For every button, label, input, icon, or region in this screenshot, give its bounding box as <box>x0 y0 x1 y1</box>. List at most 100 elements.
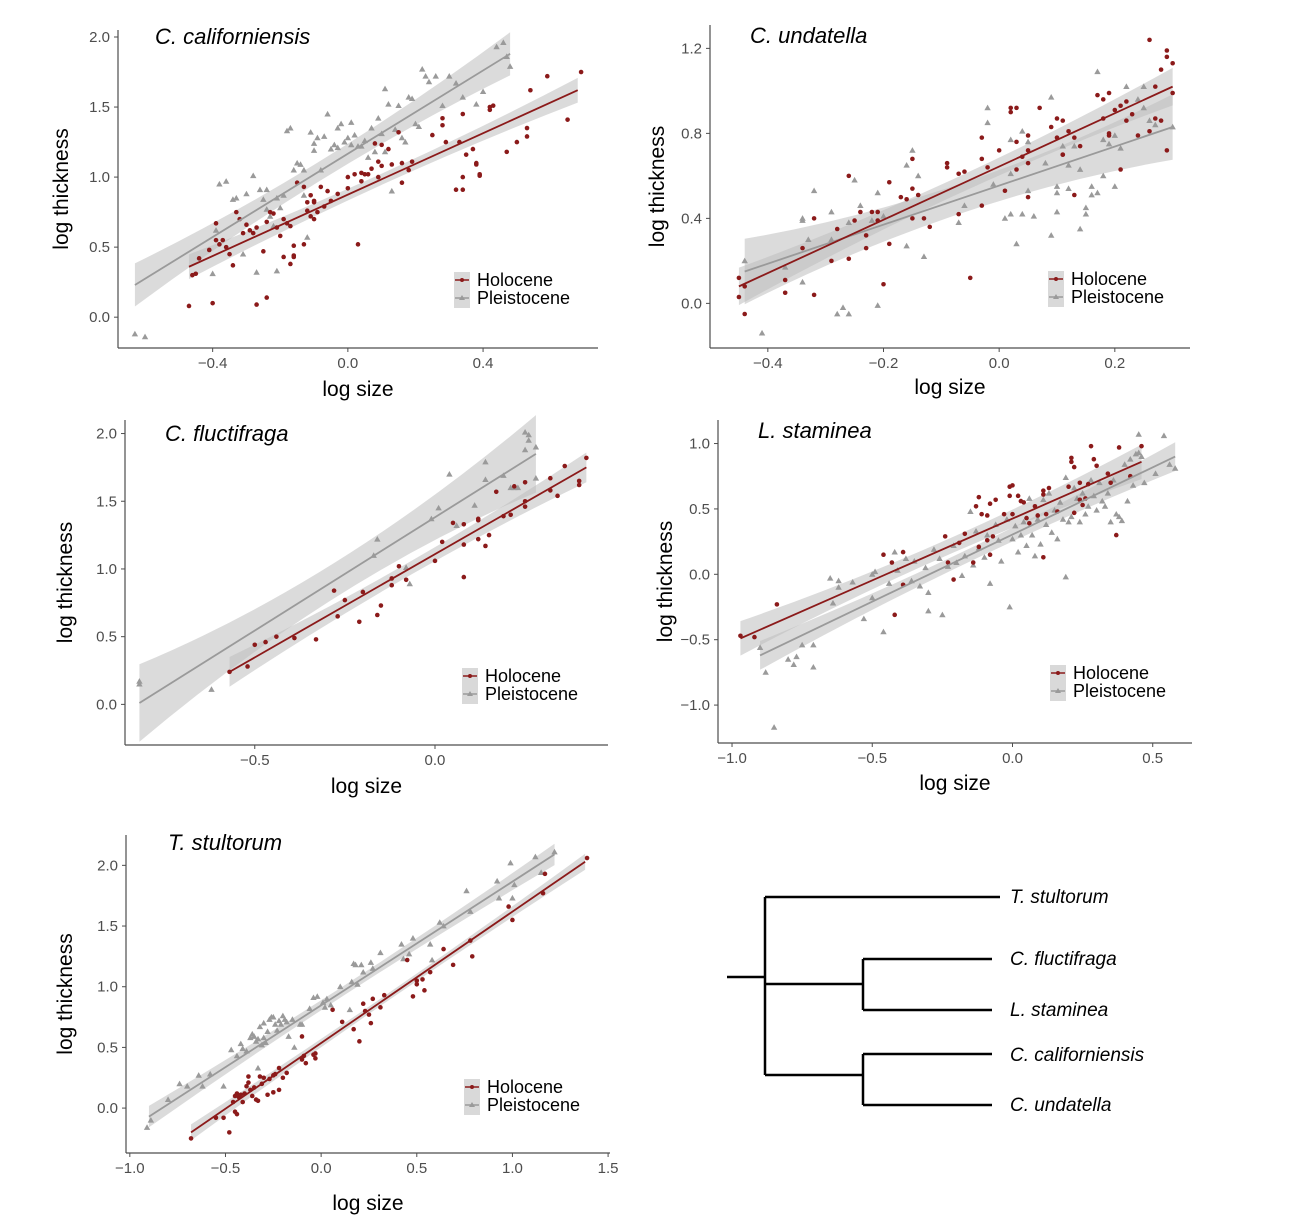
legend-label-pleistocene: Pleistocene <box>1071 287 1164 307</box>
fit-line-holocene <box>740 461 1142 640</box>
data-point-holocene <box>252 642 258 648</box>
data-point-holocene <box>1072 192 1077 198</box>
data-point-holocene <box>942 534 948 539</box>
data-point-holocene <box>403 577 409 583</box>
y-tick-label: 0.0 <box>89 309 110 326</box>
data-point-holocene <box>288 223 293 229</box>
data-point-holocene <box>257 1074 263 1079</box>
data-point-pleistocene <box>395 102 402 109</box>
data-point-holocene <box>345 185 351 191</box>
data-point-pleistocene <box>1129 482 1137 488</box>
data-point-pleistocene <box>1001 215 1009 221</box>
data-point-holocene <box>910 186 915 191</box>
data-point-holocene <box>528 87 533 93</box>
data-point-holocene <box>548 475 553 481</box>
data-point-holocene <box>450 962 456 968</box>
data-point-holocene <box>261 249 266 254</box>
y-tick-label: 0.8 <box>681 125 702 142</box>
data-point-pleistocene <box>781 264 789 270</box>
data-point-pleistocene <box>367 959 375 965</box>
data-point-pleistocene <box>334 144 341 151</box>
data-point-pleistocene <box>1141 479 1148 486</box>
data-point-holocene <box>291 254 297 260</box>
data-point-holocene <box>284 1070 289 1076</box>
data-point-pleistocene <box>1071 142 1078 149</box>
data-point-holocene <box>1008 105 1014 111</box>
data-point-pleistocene <box>1068 513 1075 520</box>
data-point-pleistocene <box>903 162 910 168</box>
data-point-pleistocene <box>453 522 460 529</box>
data-point-pleistocene <box>495 894 503 901</box>
data-point-pleistocene <box>402 564 410 571</box>
fit-line-pleistocene <box>744 126 1173 273</box>
data-point-pleistocene <box>1166 461 1173 467</box>
data-point-pleistocene <box>914 172 922 179</box>
data-point-pleistocene <box>239 250 247 257</box>
data-point-holocene <box>514 139 520 145</box>
data-point-pleistocene <box>331 141 338 148</box>
data-point-pleistocene <box>869 594 876 601</box>
data-point-pleistocene <box>1071 484 1078 491</box>
data-point-pleistocene <box>1082 204 1090 211</box>
data-point-pleistocene <box>425 78 433 85</box>
data-point-holocene <box>450 520 456 526</box>
data-point-pleistocene <box>1059 142 1066 149</box>
data-point-holocene <box>221 1115 226 1121</box>
data-point-pleistocene <box>1040 496 1047 503</box>
data-point-pleistocene <box>1135 431 1142 437</box>
data-point-pleistocene <box>409 934 417 941</box>
data-point-holocene <box>261 1075 267 1081</box>
data-point-pleistocene <box>849 578 856 585</box>
data-point-holocene <box>301 184 307 190</box>
data-point-holocene <box>976 494 982 500</box>
data-point-holocene <box>186 303 192 309</box>
data-point-holocene <box>213 221 219 226</box>
data-point-holocene <box>264 219 270 225</box>
fit-line-holocene <box>188 89 579 268</box>
data-point-holocene <box>276 1065 282 1071</box>
data-point-holocene <box>962 531 968 537</box>
data-point-holocene <box>443 139 449 145</box>
data-point-pleistocene <box>1146 117 1153 124</box>
panel-title: T. stultorum <box>168 830 282 855</box>
data-point-holocene <box>1025 194 1031 200</box>
data-point-pleistocene <box>1152 121 1159 128</box>
data-point-holocene <box>811 292 817 298</box>
data-point-holocene <box>1014 167 1019 172</box>
data-point-holocene <box>910 156 915 162</box>
data-point-pleistocene <box>845 219 852 226</box>
data-point-pleistocene <box>551 848 558 855</box>
data-point-pleistocene <box>1042 521 1050 528</box>
legend-label-pleistocene: Pleistocene <box>1073 681 1166 701</box>
y-tick-label: 0.5 <box>89 239 110 256</box>
data-point-holocene <box>1088 443 1094 449</box>
data-point-pleistocene <box>388 187 396 194</box>
data-point-holocene <box>335 614 340 619</box>
data-point-pleistocene <box>285 1033 292 1039</box>
x-tick-label: −0.2 <box>869 355 899 372</box>
data-point-holocene <box>944 165 950 170</box>
data-point-holocene <box>996 148 1002 153</box>
data-point-holocene <box>892 612 897 618</box>
data-point-pleistocene <box>381 148 389 155</box>
data-point-pleistocene <box>212 227 220 233</box>
data-point-holocene <box>752 634 757 640</box>
tree-tip-label: T. stultorum <box>1010 887 1109 908</box>
data-point-holocene <box>315 209 320 215</box>
data-point-holocene <box>375 612 380 618</box>
data-point-holocene <box>276 1087 282 1093</box>
panel-c-californiensis: 0.0 0.5 1.0 1.5 2.0 −0.4 0.0 0.4 log size log thi… <box>50 24 598 401</box>
data-point-pleistocene <box>348 119 355 125</box>
data-point-holocene <box>1158 118 1164 123</box>
data-point-pleistocene <box>835 577 842 584</box>
data-point-pleistocene <box>351 131 358 138</box>
data-point-holocene <box>846 173 852 179</box>
data-point-pleistocene <box>300 166 308 173</box>
data-point-pleistocene <box>1094 68 1101 75</box>
data-point-pleistocene <box>263 186 270 193</box>
data-point-pleistocene <box>147 1117 155 1123</box>
data-point-pleistocene <box>521 446 529 453</box>
data-point-pleistocene <box>264 1028 271 1035</box>
data-point-pleistocene <box>290 166 297 173</box>
